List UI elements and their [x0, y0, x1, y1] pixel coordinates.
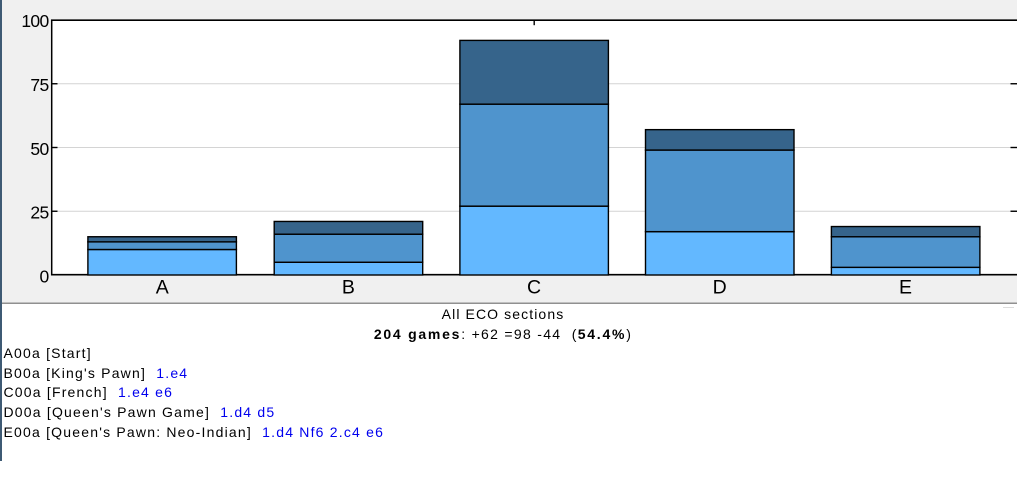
svg-text:B: B	[342, 276, 355, 298]
svg-text:E: E	[899, 276, 912, 298]
svg-text:0: 0	[39, 266, 49, 286]
svg-text:25: 25	[30, 203, 48, 223]
svg-text:50: 50	[30, 139, 49, 159]
svg-text:D: D	[713, 276, 727, 298]
svg-text:C: C	[527, 276, 541, 298]
svg-text:100: 100	[21, 11, 49, 31]
svg-text:75: 75	[30, 75, 48, 95]
svg-text:A: A	[156, 276, 169, 298]
